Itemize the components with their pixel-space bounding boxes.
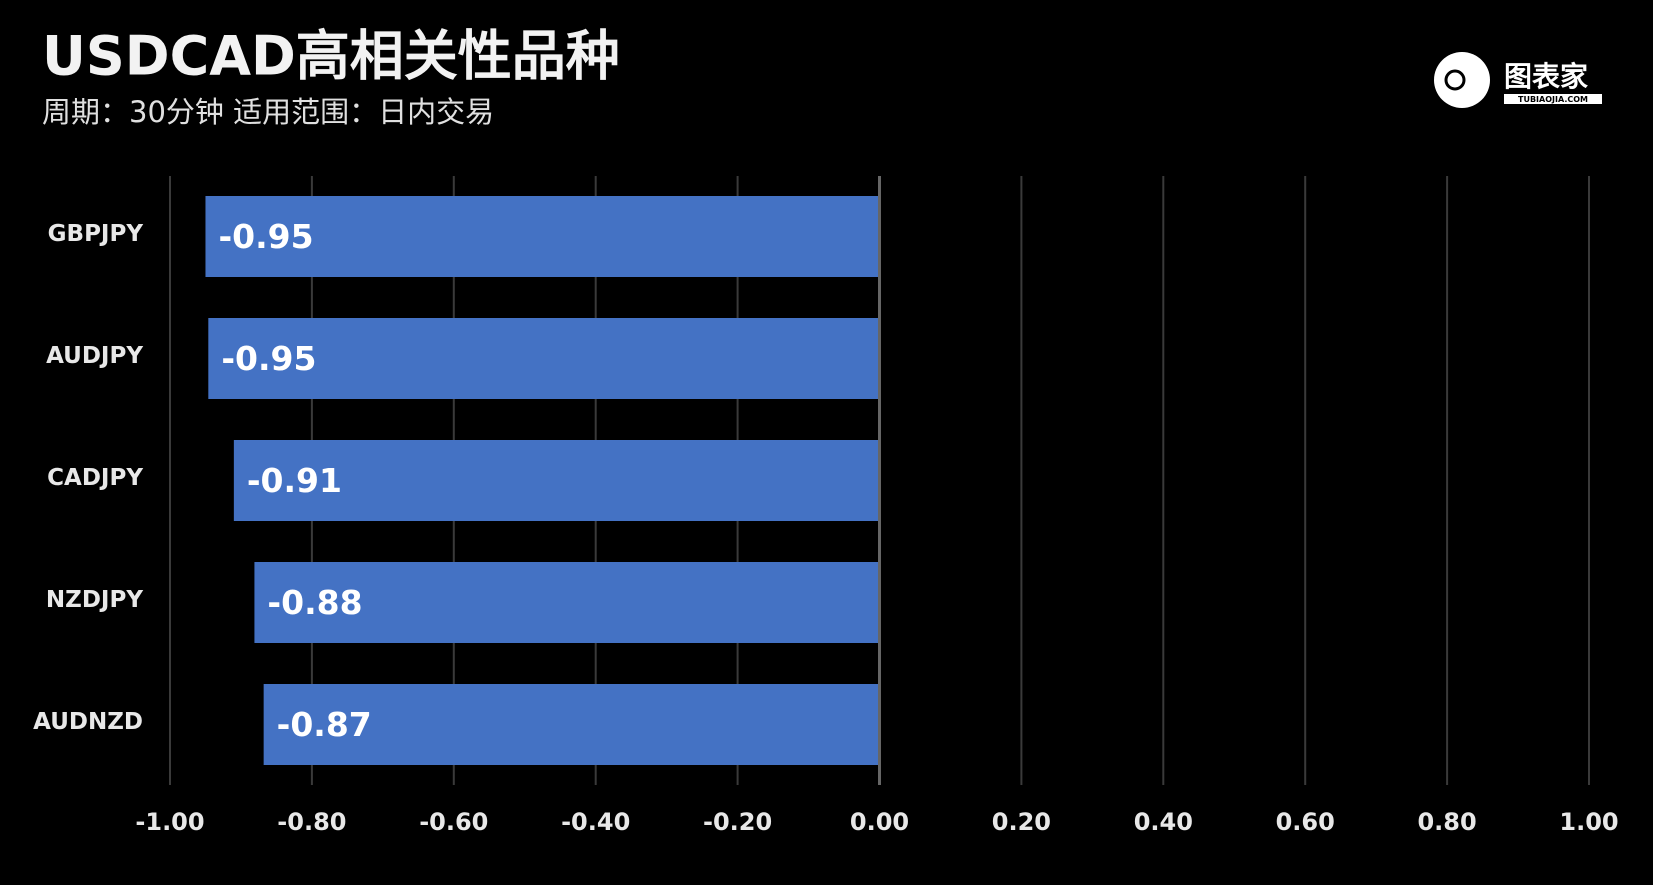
y-tick-label: AUDJPY	[46, 343, 143, 369]
bar	[205, 196, 880, 277]
y-tick-label: NZDJPY	[46, 587, 143, 613]
x-tick-label: 0.40	[1134, 808, 1193, 836]
x-tick-label: -0.20	[703, 808, 772, 836]
x-tick-label: 0.60	[1276, 808, 1335, 836]
y-tick-label: GBPJPY	[48, 221, 144, 247]
y-tick-label: AUDNZD	[33, 709, 143, 735]
x-tick-label: 0.00	[850, 808, 909, 836]
x-tick-label: -0.80	[277, 808, 346, 836]
logo-icon	[1434, 52, 1490, 108]
logo-subtext: TUBIAOJIA.COM	[1518, 95, 1588, 104]
y-tick-label: CADJPY	[47, 465, 143, 491]
x-tick-label: 1.00	[1559, 808, 1618, 836]
logo-text: 图表家	[1504, 60, 1588, 93]
chart-title: USDCAD高相关性品种	[42, 25, 620, 88]
bar	[254, 562, 880, 643]
x-tick-label: -0.60	[419, 808, 488, 836]
x-tick-label: 0.20	[992, 808, 1051, 836]
logo: 图表家 TUBIAOJIA.COM	[1434, 52, 1602, 108]
logo-sub-bg	[1504, 94, 1602, 104]
bar	[263, 684, 880, 765]
x-tick-label: -0.40	[561, 808, 630, 836]
bar	[233, 440, 880, 521]
value-label: -0.87	[277, 705, 372, 744]
value-label: -0.91	[247, 461, 342, 500]
value-label: -0.95	[218, 217, 313, 256]
chart-subtitle: 周期：30分钟 适用范围：日内交易	[42, 95, 494, 129]
x-tick-label: 0.80	[1417, 808, 1476, 836]
x-tick-label: -1.00	[135, 808, 204, 836]
value-label: -0.95	[221, 339, 316, 378]
logo-icon-detail	[1444, 69, 1466, 91]
bar	[208, 318, 880, 399]
value-label: -0.88	[267, 583, 362, 622]
